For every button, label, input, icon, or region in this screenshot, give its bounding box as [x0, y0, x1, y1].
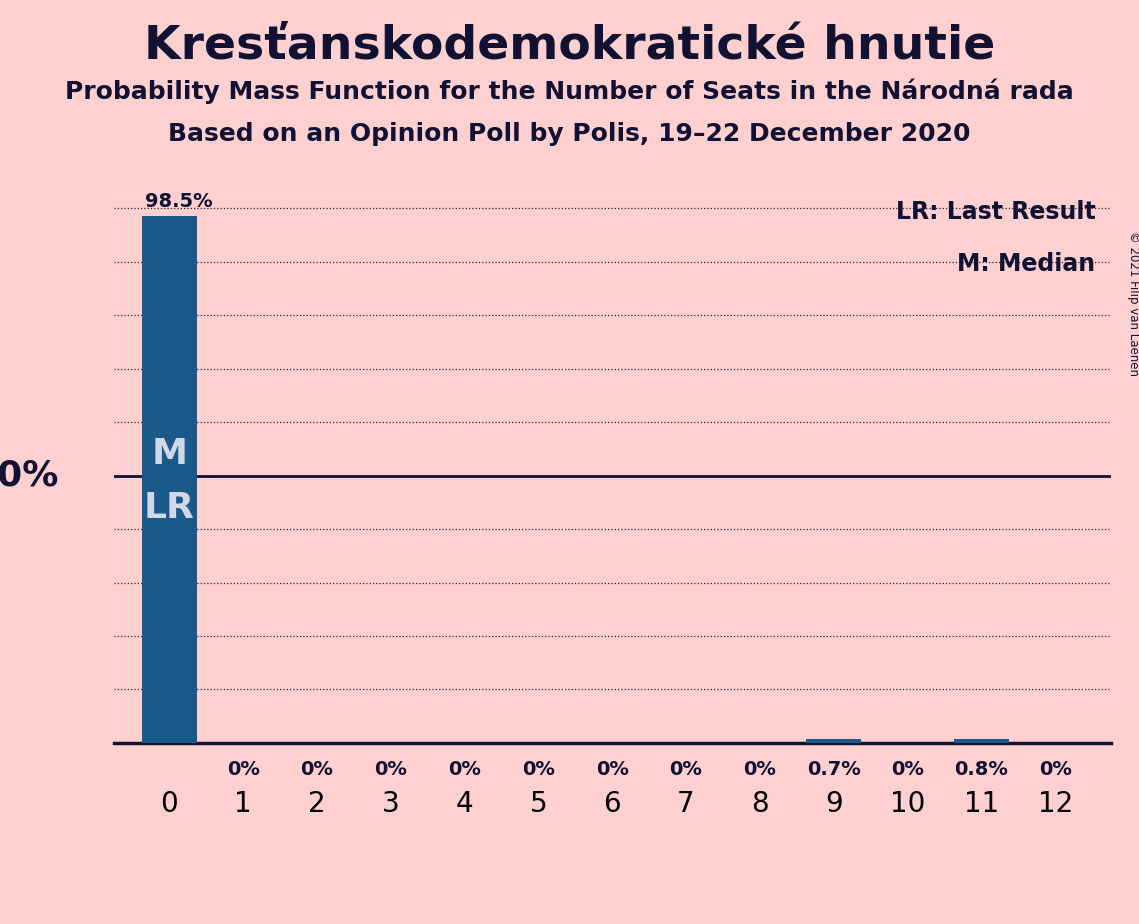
Text: 0%: 0% [301, 760, 334, 779]
Bar [953, 738, 1009, 743]
Text: 0.8%: 0.8% [954, 760, 1008, 779]
Text: 0%: 0% [670, 760, 703, 779]
Text: 0.7%: 0.7% [806, 760, 861, 779]
Text: 0%: 0% [227, 760, 260, 779]
Text: 0%: 0% [744, 760, 777, 779]
Text: M: Median: M: Median [958, 252, 1096, 275]
Text: 0%: 0% [596, 760, 629, 779]
Bar [141, 216, 197, 743]
Text: 0%: 0% [375, 760, 407, 779]
Text: Kresťanskodemokratické hnutie: Kresťanskodemokratické hnutie [144, 23, 995, 68]
Text: M: M [151, 437, 187, 471]
Text: 50%: 50% [0, 458, 58, 492]
Bar [806, 739, 861, 743]
Text: 0%: 0% [522, 760, 555, 779]
Text: Based on an Opinion Poll by Polis, 19–22 December 2020: Based on an Opinion Poll by Polis, 19–22… [169, 122, 970, 146]
Text: 98.5%: 98.5% [146, 192, 213, 211]
Text: 0%: 0% [1039, 760, 1072, 779]
Text: LR: LR [144, 491, 195, 525]
Text: 0%: 0% [891, 760, 924, 779]
Text: 0%: 0% [448, 760, 481, 779]
Text: Probability Mass Function for the Number of Seats in the Národná rada: Probability Mass Function for the Number… [65, 79, 1074, 104]
Text: LR: Last Result: LR: Last Result [896, 201, 1096, 224]
Text: © 2021 Filip van Laenen: © 2021 Filip van Laenen [1126, 231, 1139, 376]
